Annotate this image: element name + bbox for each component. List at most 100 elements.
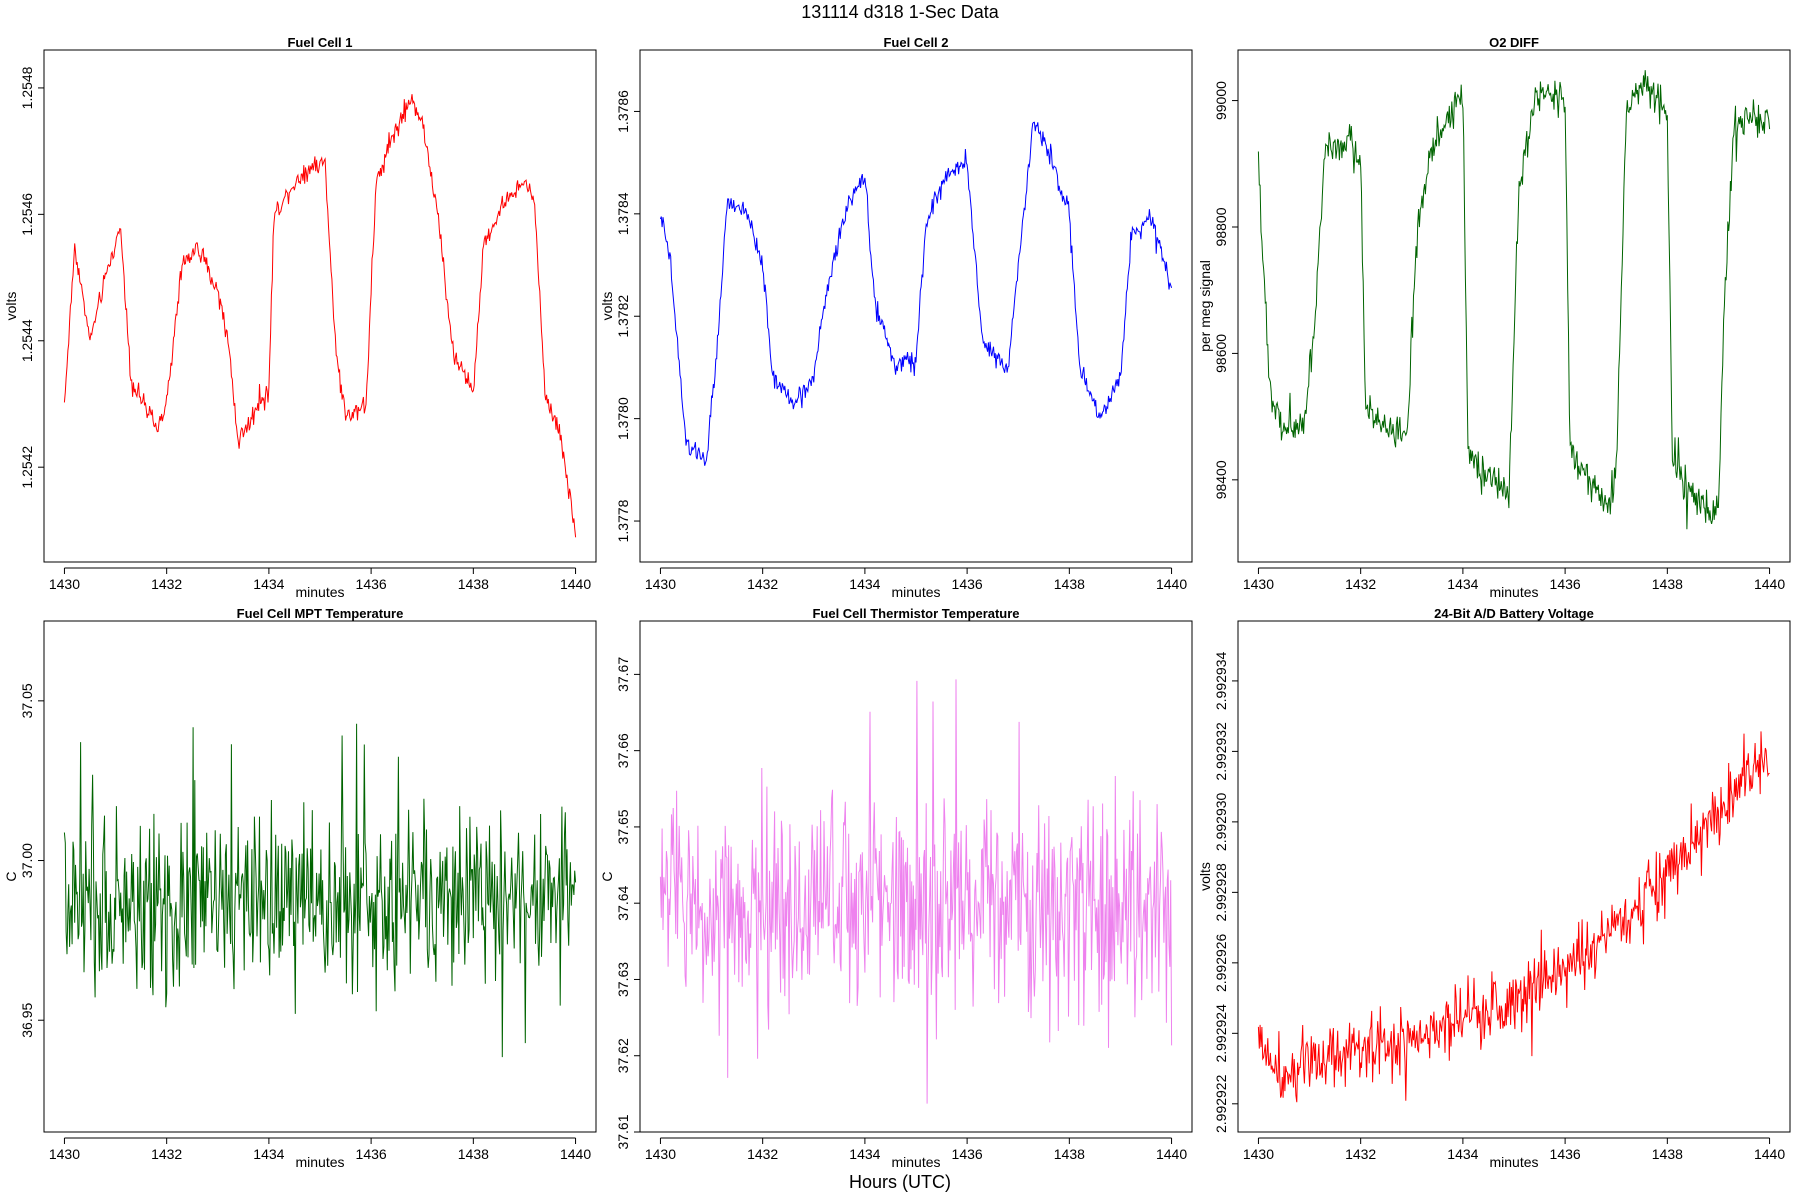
x-tick-label: 1434	[253, 576, 284, 592]
y-tick-label: 1.3782	[615, 295, 631, 338]
x-tick-label: 1438	[1054, 576, 1085, 592]
x-tick-label: 1438	[1054, 1146, 1085, 1162]
x-axis-title: minutes	[295, 1154, 344, 1170]
x-tick-label: 1440	[1156, 576, 1187, 592]
panel-1: Fuel Cell 1 1430 1432 1434 1436 1438 1440 minut…	[3, 35, 597, 600]
y-tick-label: 37.62	[615, 1038, 631, 1073]
panel-4: Fuel Cell MPT Temperature 1430 1432 1434 143…	[3, 606, 597, 1170]
y-tick-label: 1.3784	[615, 192, 631, 235]
x-tick-label: 1432	[1345, 1146, 1376, 1162]
x-tick-label: 1438	[1652, 576, 1683, 592]
panel-title: O2 DIFF	[1489, 35, 1539, 50]
x-tick-label: 1430	[645, 576, 676, 592]
x-tick-label: 1432	[151, 1146, 182, 1162]
x-axis-title: minutes	[891, 1154, 940, 1170]
y-axis-title: volts	[3, 292, 19, 321]
plot-frame	[1237, 620, 1791, 1133]
y-tick-label: 37.61	[615, 1114, 631, 1149]
plot-frame	[43, 49, 597, 563]
panel-title: Fuel Cell MPT Temperature	[237, 606, 404, 621]
y-tick-label: 2.992932	[1213, 722, 1229, 781]
x-tick-label: 1436	[1550, 1146, 1581, 1162]
y-tick-label: 36.95	[19, 1002, 35, 1037]
y-tick-label: 2.992926	[1213, 933, 1229, 992]
x-tick-label: 1438	[458, 576, 489, 592]
x-tick-label: 1430	[1243, 576, 1274, 592]
panel-6: 24-Bit A/D Battery Voltage 1430 1432 1434 14…	[1197, 606, 1791, 1170]
x-tick-label: 1436	[356, 1146, 387, 1162]
x-tick-label: 1436	[1550, 576, 1581, 592]
x-tick-label: 1432	[1345, 576, 1376, 592]
y-tick-label: 37.67	[615, 657, 631, 692]
y-tick-label: 1.2544	[19, 319, 35, 362]
y-tick-label: 1.3780	[615, 397, 631, 440]
x-tick-label: 1440	[1156, 1146, 1187, 1162]
x-tick-label: 1432	[747, 1146, 778, 1162]
x-tick-label: 1440	[1754, 576, 1785, 592]
x-tick-label: 1434	[849, 576, 880, 592]
y-axis-title: per meg signal	[1197, 260, 1213, 352]
x-tick-label: 1432	[747, 576, 778, 592]
y-tick-label: 1.2546	[19, 193, 35, 236]
panel-2: Fuel Cell 2 1430 1432 1434 1436 1438 1440 minut…	[599, 35, 1193, 600]
x-tick-label: 1434	[1447, 1146, 1478, 1162]
x-tick-label: 1438	[458, 1146, 489, 1162]
x-tick-label: 1434	[253, 1146, 284, 1162]
panel-5: Fuel Cell Thermistor Temperature 1430 1432…	[599, 606, 1193, 1170]
x-tick-label: 1434	[849, 1146, 880, 1162]
y-tick-label: 98800	[1213, 207, 1229, 246]
panel-title: 24-Bit A/D Battery Voltage	[1434, 606, 1594, 621]
series-line	[63, 94, 577, 538]
panel-title: Fuel Cell Thermistor Temperature	[812, 606, 1019, 621]
y-tick-label: 37.64	[615, 885, 631, 920]
x-tick-label: 1438	[1652, 1146, 1683, 1162]
y-axis-title: volts	[599, 292, 615, 321]
chart-main-title: 131114 d318 1-Sec Data	[801, 2, 999, 22]
y-tick-label: 1.2548	[19, 66, 35, 109]
x-axis-title: minutes	[295, 584, 344, 600]
x-tick-label: 1434	[1447, 576, 1478, 592]
panel-title: Fuel Cell 1	[287, 35, 352, 50]
series-line	[1257, 70, 1771, 530]
x-tick-label: 1440	[1754, 1146, 1785, 1162]
plot-frame	[639, 49, 1193, 563]
x-tick-label: 1432	[151, 576, 182, 592]
x-tick-label: 1430	[1243, 1146, 1274, 1162]
x-tick-label: 1440	[560, 576, 591, 592]
y-tick-label: 2.992930	[1213, 792, 1229, 851]
y-tick-label: 2.992924	[1213, 1004, 1229, 1063]
x-tick-label: 1430	[645, 1146, 676, 1162]
y-tick-label: 37.05	[19, 683, 35, 718]
x-tick-label: 1436	[952, 576, 983, 592]
y-tick-label: 37.63	[615, 962, 631, 997]
y-tick-label: 1.2542	[19, 446, 35, 489]
chart-x-axis-label: Hours (UTC)	[849, 1172, 951, 1192]
y-tick-label: 37.66	[615, 733, 631, 768]
y-tick-label: 98600	[1213, 334, 1229, 373]
y-tick-label: 98400	[1213, 460, 1229, 499]
x-tick-label: 1436	[356, 576, 387, 592]
series-line	[63, 723, 577, 1058]
y-tick-label: 99000	[1213, 81, 1229, 120]
y-tick-label: 1.3778	[615, 499, 631, 542]
series-line	[659, 679, 1173, 1104]
series-line	[659, 121, 1173, 466]
y-axis-title: C	[3, 871, 19, 881]
y-tick-label: 1.3786	[615, 90, 631, 133]
panel-title: Fuel Cell 2	[883, 35, 948, 50]
panel-3: O2 DIFF 1430 1432 1434 1436 1438 1440 minutes 98…	[1197, 35, 1791, 600]
y-axis-title: C	[599, 871, 615, 881]
y-tick-label: 2.992922	[1213, 1074, 1229, 1133]
y-tick-label: 2.992934	[1213, 652, 1229, 711]
x-tick-label: 1430	[49, 1146, 80, 1162]
x-tick-label: 1430	[49, 576, 80, 592]
x-tick-label: 1440	[560, 1146, 591, 1162]
y-tick-label: 37.65	[615, 809, 631, 844]
x-tick-label: 1436	[952, 1146, 983, 1162]
y-tick-label: 2.992928	[1213, 863, 1229, 922]
plot-frame	[1237, 49, 1791, 563]
y-axis-title: volts	[1197, 862, 1213, 891]
y-tick-label: 37.00	[19, 843, 35, 878]
x-axis-title: minutes	[1489, 584, 1538, 600]
